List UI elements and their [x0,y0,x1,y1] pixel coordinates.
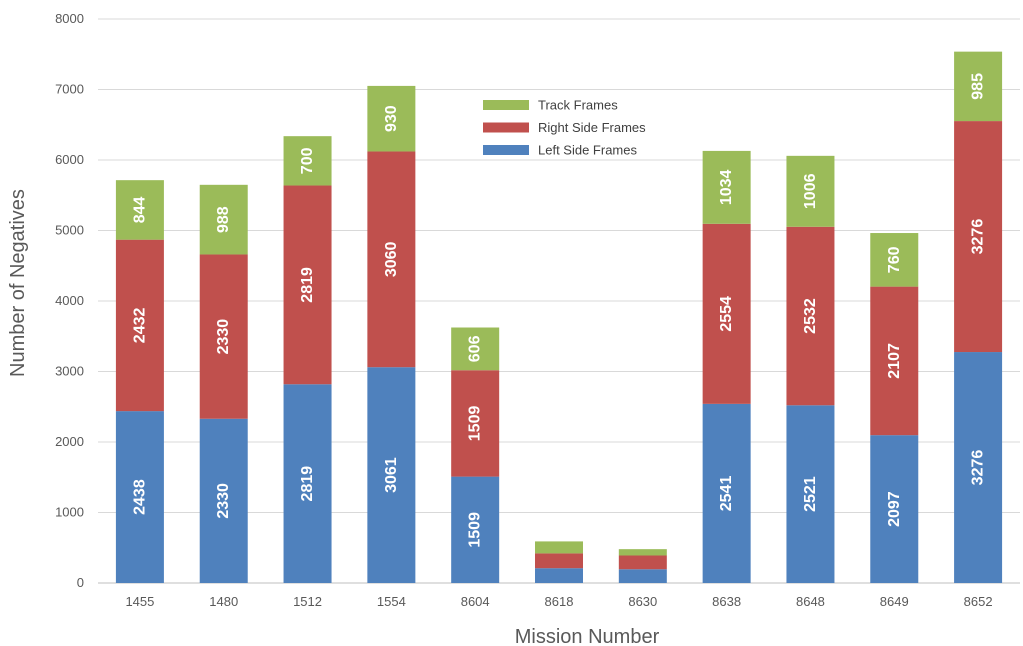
bar-segment [954,51,1003,122]
data-label: 2432 [131,307,148,343]
bar-segment [115,239,164,412]
bar-segment [535,541,583,554]
gridlines [98,18,1020,584]
x-tick-label: 8618 [545,594,574,609]
bar-segment [283,185,332,385]
x-tick-label: 8652 [964,594,993,609]
bar-segment [786,405,835,583]
data-label: 2521 [802,476,819,512]
data-label: 760 [886,246,903,273]
legend-label: Right Side Frames [538,120,646,135]
legend-swatch [483,100,529,110]
legend-swatch [483,145,529,155]
x-tick-label: 1455 [125,594,154,609]
bar-segment [702,150,751,224]
y-tick-label: 1000 [55,505,84,520]
data-label: 3061 [383,457,400,493]
bar-segment [870,435,919,583]
y-tick-label: 5000 [55,223,84,238]
data-label: 2541 [718,476,735,512]
y-axis-ticks: 0 1000 2000 3000 4000 5000 6000 7000 8000 [55,11,84,590]
bars: 2438 2432 844 2330 2330 988 2819 2819 700 3061 306… [115,51,1003,583]
bar-segment [367,367,416,583]
data-label: 606 [467,335,484,362]
bar-segment [367,85,416,152]
bar-segment [618,549,667,556]
data-label: 2819 [299,466,316,502]
data-label: 1509 [467,512,484,548]
bar-segment [535,568,583,583]
x-tick-label: 8648 [796,594,825,609]
legend: Track Frames Right Side Frames Left Side F… [483,98,646,158]
legend-label: Left Side Frames [538,143,637,158]
x-tick-label: 8604 [461,594,490,609]
data-label: 1034 [718,169,735,205]
bar-segment [199,184,248,255]
data-label: 1509 [467,406,484,442]
bar-segment [115,180,164,240]
bar-segment [870,286,919,436]
bar-segment [283,384,332,583]
data-label: 700 [299,147,316,174]
data-label: 988 [215,206,232,233]
data-label: 1006 [802,173,819,209]
bar-segment [451,476,500,583]
y-tick-label: 7000 [55,82,84,97]
y-tick-label: 6000 [55,152,84,167]
bar-segment [954,121,1003,353]
bar-segment [367,151,416,368]
data-label: 2107 [886,343,903,379]
data-label: 2330 [215,319,232,355]
bar-segment [199,254,248,419]
bar-segment [451,370,500,477]
x-axis-ticks: 1455 1480 1512 1554 8604 8618 8630 8638 8648 8649… [125,594,992,609]
legend-label: Track Frames [538,98,618,113]
data-label: 3060 [383,241,400,277]
data-label: 2532 [802,298,819,334]
data-label: 3276 [970,450,987,486]
y-tick-label: 2000 [55,434,84,449]
data-label: 2554 [718,296,735,332]
data-label: 2097 [886,491,903,527]
x-tick-label: 1480 [209,594,238,609]
data-label: 985 [970,73,987,100]
y-axis-title: Number of Negatives [7,189,29,377]
bar-segment [115,411,164,583]
data-label: 3276 [970,219,987,255]
x-tick-label: 8649 [880,594,909,609]
bar-segment [283,136,332,186]
data-label: 2438 [131,479,148,515]
y-tick-label: 3000 [55,364,84,379]
data-label: 930 [383,105,400,132]
bar-segment [786,226,835,406]
data-label: 2330 [215,483,232,519]
y-tick-label: 4000 [55,293,84,308]
x-axis-title: Mission Number [515,626,660,646]
bar-segment [535,553,583,569]
data-label: 844 [131,196,148,223]
x-tick-label: 8630 [628,594,657,609]
bar-segment [786,155,835,227]
bar-segment [954,352,1003,583]
x-tick-label: 1554 [377,594,406,609]
data-label: 2819 [299,267,316,303]
x-tick-label: 1512 [293,594,322,609]
bar-segment [702,403,751,583]
bar-segment [618,555,667,570]
x-tick-label: 8638 [712,594,741,609]
bar-segment [702,223,751,404]
y-tick-label: 0 [77,575,84,590]
bar-segment [451,327,500,371]
bar-segment [870,233,919,287]
legend-swatch [483,122,529,133]
bar-segment [199,418,248,583]
y-tick-label: 8000 [55,11,84,26]
bar-segment [618,569,667,583]
